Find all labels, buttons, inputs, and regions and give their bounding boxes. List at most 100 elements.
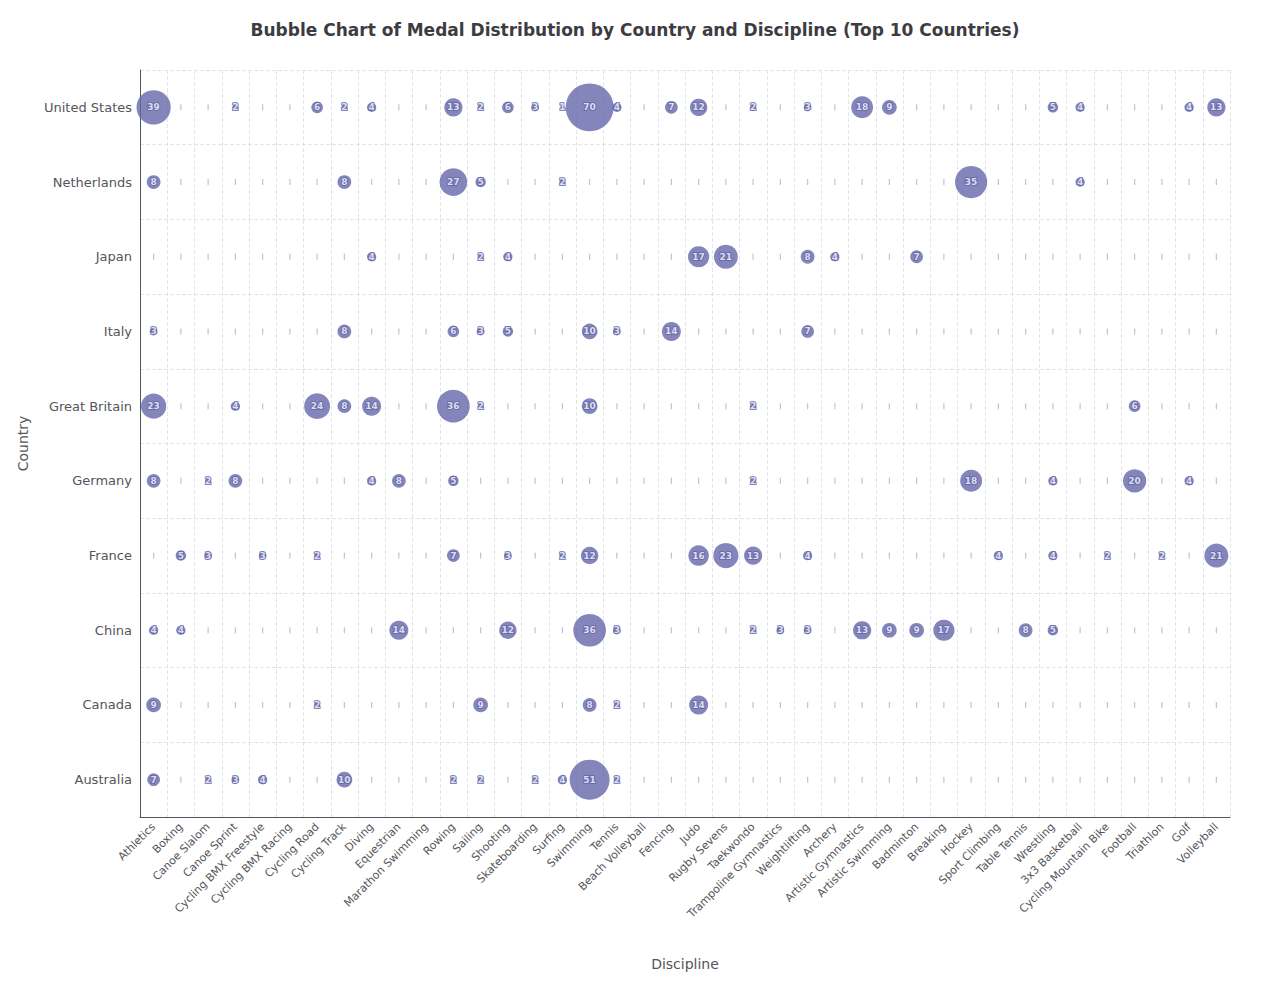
svg-text:2: 2 xyxy=(232,102,238,112)
svg-text:5: 5 xyxy=(450,476,456,486)
svg-text:2: 2 xyxy=(450,775,456,785)
svg-text:Fencing: Fencing xyxy=(637,820,676,859)
svg-text:4: 4 xyxy=(368,476,374,486)
svg-text:4: 4 xyxy=(232,401,238,411)
svg-text:Australia: Australia xyxy=(74,772,132,787)
svg-text:3: 3 xyxy=(232,775,238,785)
svg-text:18: 18 xyxy=(856,102,869,112)
svg-text:36: 36 xyxy=(447,401,460,411)
svg-text:United States: United States xyxy=(44,100,132,115)
svg-text:3: 3 xyxy=(150,326,156,336)
svg-text:13: 13 xyxy=(447,102,460,112)
svg-text:2: 2 xyxy=(477,401,483,411)
svg-text:2: 2 xyxy=(477,102,483,112)
svg-text:2: 2 xyxy=(614,775,620,785)
svg-text:17: 17 xyxy=(692,252,705,262)
svg-text:24: 24 xyxy=(311,401,324,411)
svg-text:39: 39 xyxy=(147,102,160,112)
svg-text:9: 9 xyxy=(886,625,892,635)
svg-text:21: 21 xyxy=(720,252,733,262)
svg-text:2: 2 xyxy=(750,476,756,486)
svg-text:4: 4 xyxy=(804,551,810,561)
svg-text:Great Britain: Great Britain xyxy=(49,399,132,414)
svg-text:8: 8 xyxy=(586,700,592,710)
svg-text:2: 2 xyxy=(532,775,538,785)
svg-text:7: 7 xyxy=(804,326,810,336)
svg-text:13: 13 xyxy=(1210,102,1223,112)
svg-text:10: 10 xyxy=(583,326,596,336)
svg-text:4: 4 xyxy=(1050,476,1056,486)
svg-text:12: 12 xyxy=(583,551,596,561)
svg-text:Marathon Swimming: Marathon Swimming xyxy=(341,820,430,909)
svg-text:4: 4 xyxy=(150,625,156,635)
svg-text:8: 8 xyxy=(150,177,156,187)
svg-text:8: 8 xyxy=(232,476,238,486)
svg-text:8: 8 xyxy=(341,326,347,336)
svg-text:3: 3 xyxy=(804,625,810,635)
svg-text:2: 2 xyxy=(205,476,211,486)
svg-text:4: 4 xyxy=(995,551,1001,561)
svg-text:4: 4 xyxy=(1186,476,1192,486)
svg-text:12: 12 xyxy=(692,102,705,112)
svg-text:23: 23 xyxy=(147,401,160,411)
svg-text:5: 5 xyxy=(1050,102,1056,112)
svg-text:6: 6 xyxy=(1131,401,1137,411)
svg-text:9: 9 xyxy=(913,625,919,635)
svg-text:Rowing: Rowing xyxy=(421,820,458,857)
svg-text:7: 7 xyxy=(150,775,156,785)
svg-text:2: 2 xyxy=(341,102,347,112)
svg-text:5: 5 xyxy=(178,551,184,561)
svg-text:2: 2 xyxy=(477,775,483,785)
svg-text:Triathlon: Triathlon xyxy=(1123,820,1166,863)
svg-text:8: 8 xyxy=(1022,625,1028,635)
svg-text:3: 3 xyxy=(614,625,620,635)
svg-text:7: 7 xyxy=(668,102,674,112)
svg-text:2: 2 xyxy=(559,177,565,187)
svg-text:14: 14 xyxy=(692,700,705,710)
svg-text:4: 4 xyxy=(178,625,184,635)
svg-text:35: 35 xyxy=(965,177,978,187)
svg-text:8: 8 xyxy=(341,401,347,411)
svg-text:17: 17 xyxy=(938,625,951,635)
svg-text:3: 3 xyxy=(505,551,511,561)
svg-text:2: 2 xyxy=(1159,551,1165,561)
svg-text:12: 12 xyxy=(502,625,515,635)
svg-text:7: 7 xyxy=(913,252,919,262)
svg-text:4: 4 xyxy=(368,102,374,112)
svg-text:9: 9 xyxy=(150,700,156,710)
svg-text:3: 3 xyxy=(205,551,211,561)
svg-text:20: 20 xyxy=(1128,476,1141,486)
svg-text:8: 8 xyxy=(341,177,347,187)
svg-text:23: 23 xyxy=(720,551,733,561)
svg-text:Volleyball: Volleyball xyxy=(1175,820,1221,866)
svg-text:2: 2 xyxy=(559,551,565,561)
svg-text:1: 1 xyxy=(559,102,565,112)
svg-text:8: 8 xyxy=(396,476,402,486)
svg-text:2: 2 xyxy=(477,252,483,262)
svg-text:21: 21 xyxy=(1210,551,1223,561)
svg-text:Athletics: Athletics xyxy=(115,820,158,863)
svg-text:14: 14 xyxy=(665,326,678,336)
svg-text:Swimming: Swimming xyxy=(544,820,594,870)
svg-text:Japan: Japan xyxy=(95,249,132,264)
svg-text:2: 2 xyxy=(314,551,320,561)
svg-text:4: 4 xyxy=(1186,102,1192,112)
svg-text:Skateboarding: Skateboarding xyxy=(474,820,540,886)
svg-text:3: 3 xyxy=(614,326,620,336)
svg-text:13: 13 xyxy=(856,625,869,635)
svg-text:6: 6 xyxy=(450,326,456,336)
svg-text:3: 3 xyxy=(259,551,265,561)
svg-text:2: 2 xyxy=(205,775,211,785)
svg-text:Discipline: Discipline xyxy=(651,956,719,972)
svg-text:14: 14 xyxy=(365,401,378,411)
svg-text:70: 70 xyxy=(583,102,596,112)
svg-text:3: 3 xyxy=(532,102,538,112)
svg-text:2: 2 xyxy=(614,700,620,710)
svg-text:2: 2 xyxy=(314,700,320,710)
svg-text:3: 3 xyxy=(804,102,810,112)
svg-text:18: 18 xyxy=(965,476,978,486)
svg-text:4: 4 xyxy=(832,252,838,262)
svg-text:6: 6 xyxy=(505,102,511,112)
svg-text:Country: Country xyxy=(15,416,31,472)
svg-text:9: 9 xyxy=(477,700,483,710)
